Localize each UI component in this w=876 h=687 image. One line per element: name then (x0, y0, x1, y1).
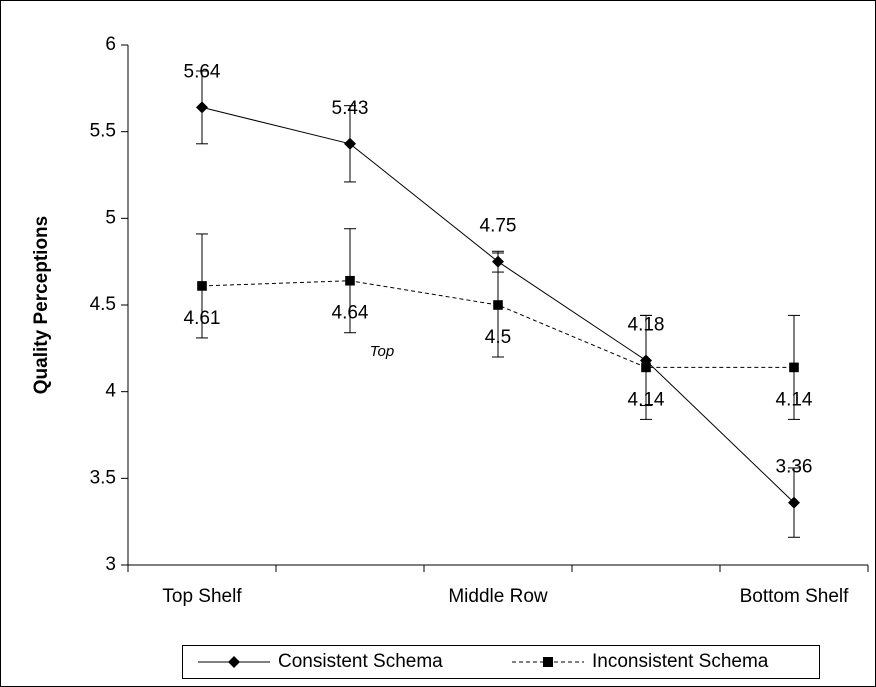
marker (196, 101, 208, 114)
annotation: Top (370, 343, 394, 360)
y-tick-label: 5 (105, 207, 116, 228)
data-label: 4.5 (485, 327, 511, 348)
data-label: 3.36 (776, 457, 813, 478)
y-axis-label: Quality Perceptions (31, 216, 52, 394)
legend-marker (228, 656, 240, 668)
legend-marker (543, 657, 553, 667)
marker (197, 281, 207, 291)
data-label: 4.64 (332, 303, 369, 324)
marker (641, 362, 651, 373)
marker (493, 300, 503, 310)
marker (788, 496, 800, 509)
y-tick-label: 3 (105, 554, 116, 575)
data-label: 4.14 (628, 389, 665, 410)
data-label: 5.43 (332, 98, 369, 119)
y-tick-label: 3.5 (90, 467, 116, 488)
legend (182, 645, 820, 679)
x-tick-label: Middle Row (448, 586, 548, 607)
marker (789, 362, 799, 373)
legend-label: Consistent Schema (278, 651, 443, 672)
y-tick-label: 6 (105, 34, 116, 55)
data-label: 4.14 (776, 389, 813, 410)
y-tick-label: 4.5 (90, 294, 116, 315)
y-tick-label: 5.5 (90, 121, 116, 142)
y-tick-label: 4 (105, 381, 116, 402)
x-tick-label: Top Shelf (162, 586, 242, 607)
marker (345, 275, 355, 286)
legend-label: Inconsistent Schema (592, 651, 769, 672)
data-label: 4.75 (480, 216, 517, 237)
data-label: 4.61 (184, 308, 221, 329)
series-line (201, 280, 794, 368)
data-label: 5.64 (184, 61, 221, 82)
x-tick-label: Bottom Shelf (740, 586, 849, 607)
marker (344, 137, 356, 150)
